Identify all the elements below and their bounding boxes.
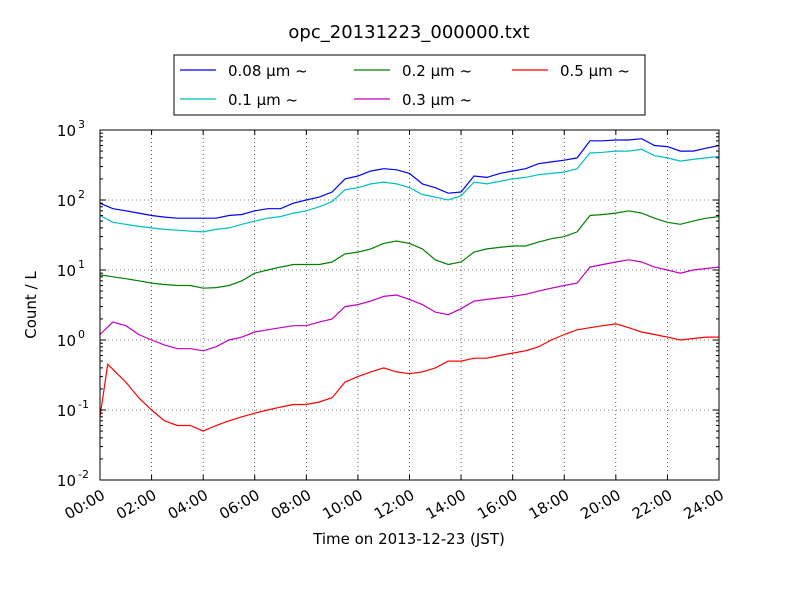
y-axis-label: Count / L bbox=[22, 271, 40, 339]
series-line-4 bbox=[99, 323, 719, 432]
legend: 0.08 µm ~ 0.1 µm ~ 0.2 µm ~ 0.3 µm ~ 0.5 µm … bbox=[173, 54, 646, 116]
y-tick-exponent: 2 bbox=[78, 188, 85, 201]
axis-ticks: 00:00 02:00 04:00 06:00 08:00 10:00 12:00 14:00… bbox=[57, 118, 727, 523]
series-line-0 bbox=[99, 138, 720, 219]
legend-label: 0.08 µm ~ bbox=[228, 62, 308, 80]
x-tick-label: 20:00 bbox=[577, 486, 623, 523]
x-tick-label: 02:00 bbox=[113, 486, 159, 523]
x-tick-label: 04:00 bbox=[165, 486, 211, 523]
grid bbox=[100, 130, 719, 480]
x-tick-label: 24:00 bbox=[681, 486, 727, 523]
series-line-1 bbox=[99, 148, 720, 233]
x-tick-label: 08:00 bbox=[268, 486, 314, 523]
y-tick-label: 10 bbox=[57, 402, 76, 420]
legend-label: 0.1 µm ~ bbox=[228, 91, 298, 109]
x-tick-label: 10:00 bbox=[319, 486, 365, 523]
y-tick-exponent: -2 bbox=[78, 468, 89, 481]
legend-box bbox=[173, 54, 646, 116]
y-tick-label: 10 bbox=[57, 262, 76, 280]
y-tick-exponent: 1 bbox=[78, 258, 85, 271]
series-line-2 bbox=[99, 210, 720, 289]
x-tick-label: 18:00 bbox=[526, 486, 572, 523]
x-tick-label: 12:00 bbox=[371, 486, 417, 523]
x-tick-label: 22:00 bbox=[629, 486, 675, 523]
legend-label: 0.2 µm ~ bbox=[402, 62, 472, 80]
x-axis-label: Time on 2013-12-23 (JST) bbox=[312, 530, 505, 548]
y-tick-label: 10 bbox=[57, 332, 76, 350]
series-lines bbox=[99, 138, 720, 432]
series-line-3 bbox=[99, 259, 720, 352]
y-tick-exponent: 3 bbox=[78, 118, 85, 131]
y-tick-label: 10 bbox=[57, 472, 76, 490]
legend-label: 0.3 µm ~ bbox=[402, 91, 472, 109]
y-tick-label: 10 bbox=[57, 192, 76, 210]
y-tick-label: 10 bbox=[57, 122, 76, 140]
chart-title: opc_20131223_000000.txt bbox=[288, 22, 529, 43]
y-tick-exponent: 0 bbox=[78, 328, 85, 341]
x-tick-label: 14:00 bbox=[423, 486, 469, 523]
x-tick-label: 06:00 bbox=[216, 486, 262, 523]
legend-label: 0.5 µm ~ bbox=[560, 62, 630, 80]
x-tick-label: 16:00 bbox=[474, 486, 520, 523]
y-tick-exponent: -1 bbox=[78, 398, 89, 411]
x-tick-label: 00:00 bbox=[62, 486, 108, 523]
